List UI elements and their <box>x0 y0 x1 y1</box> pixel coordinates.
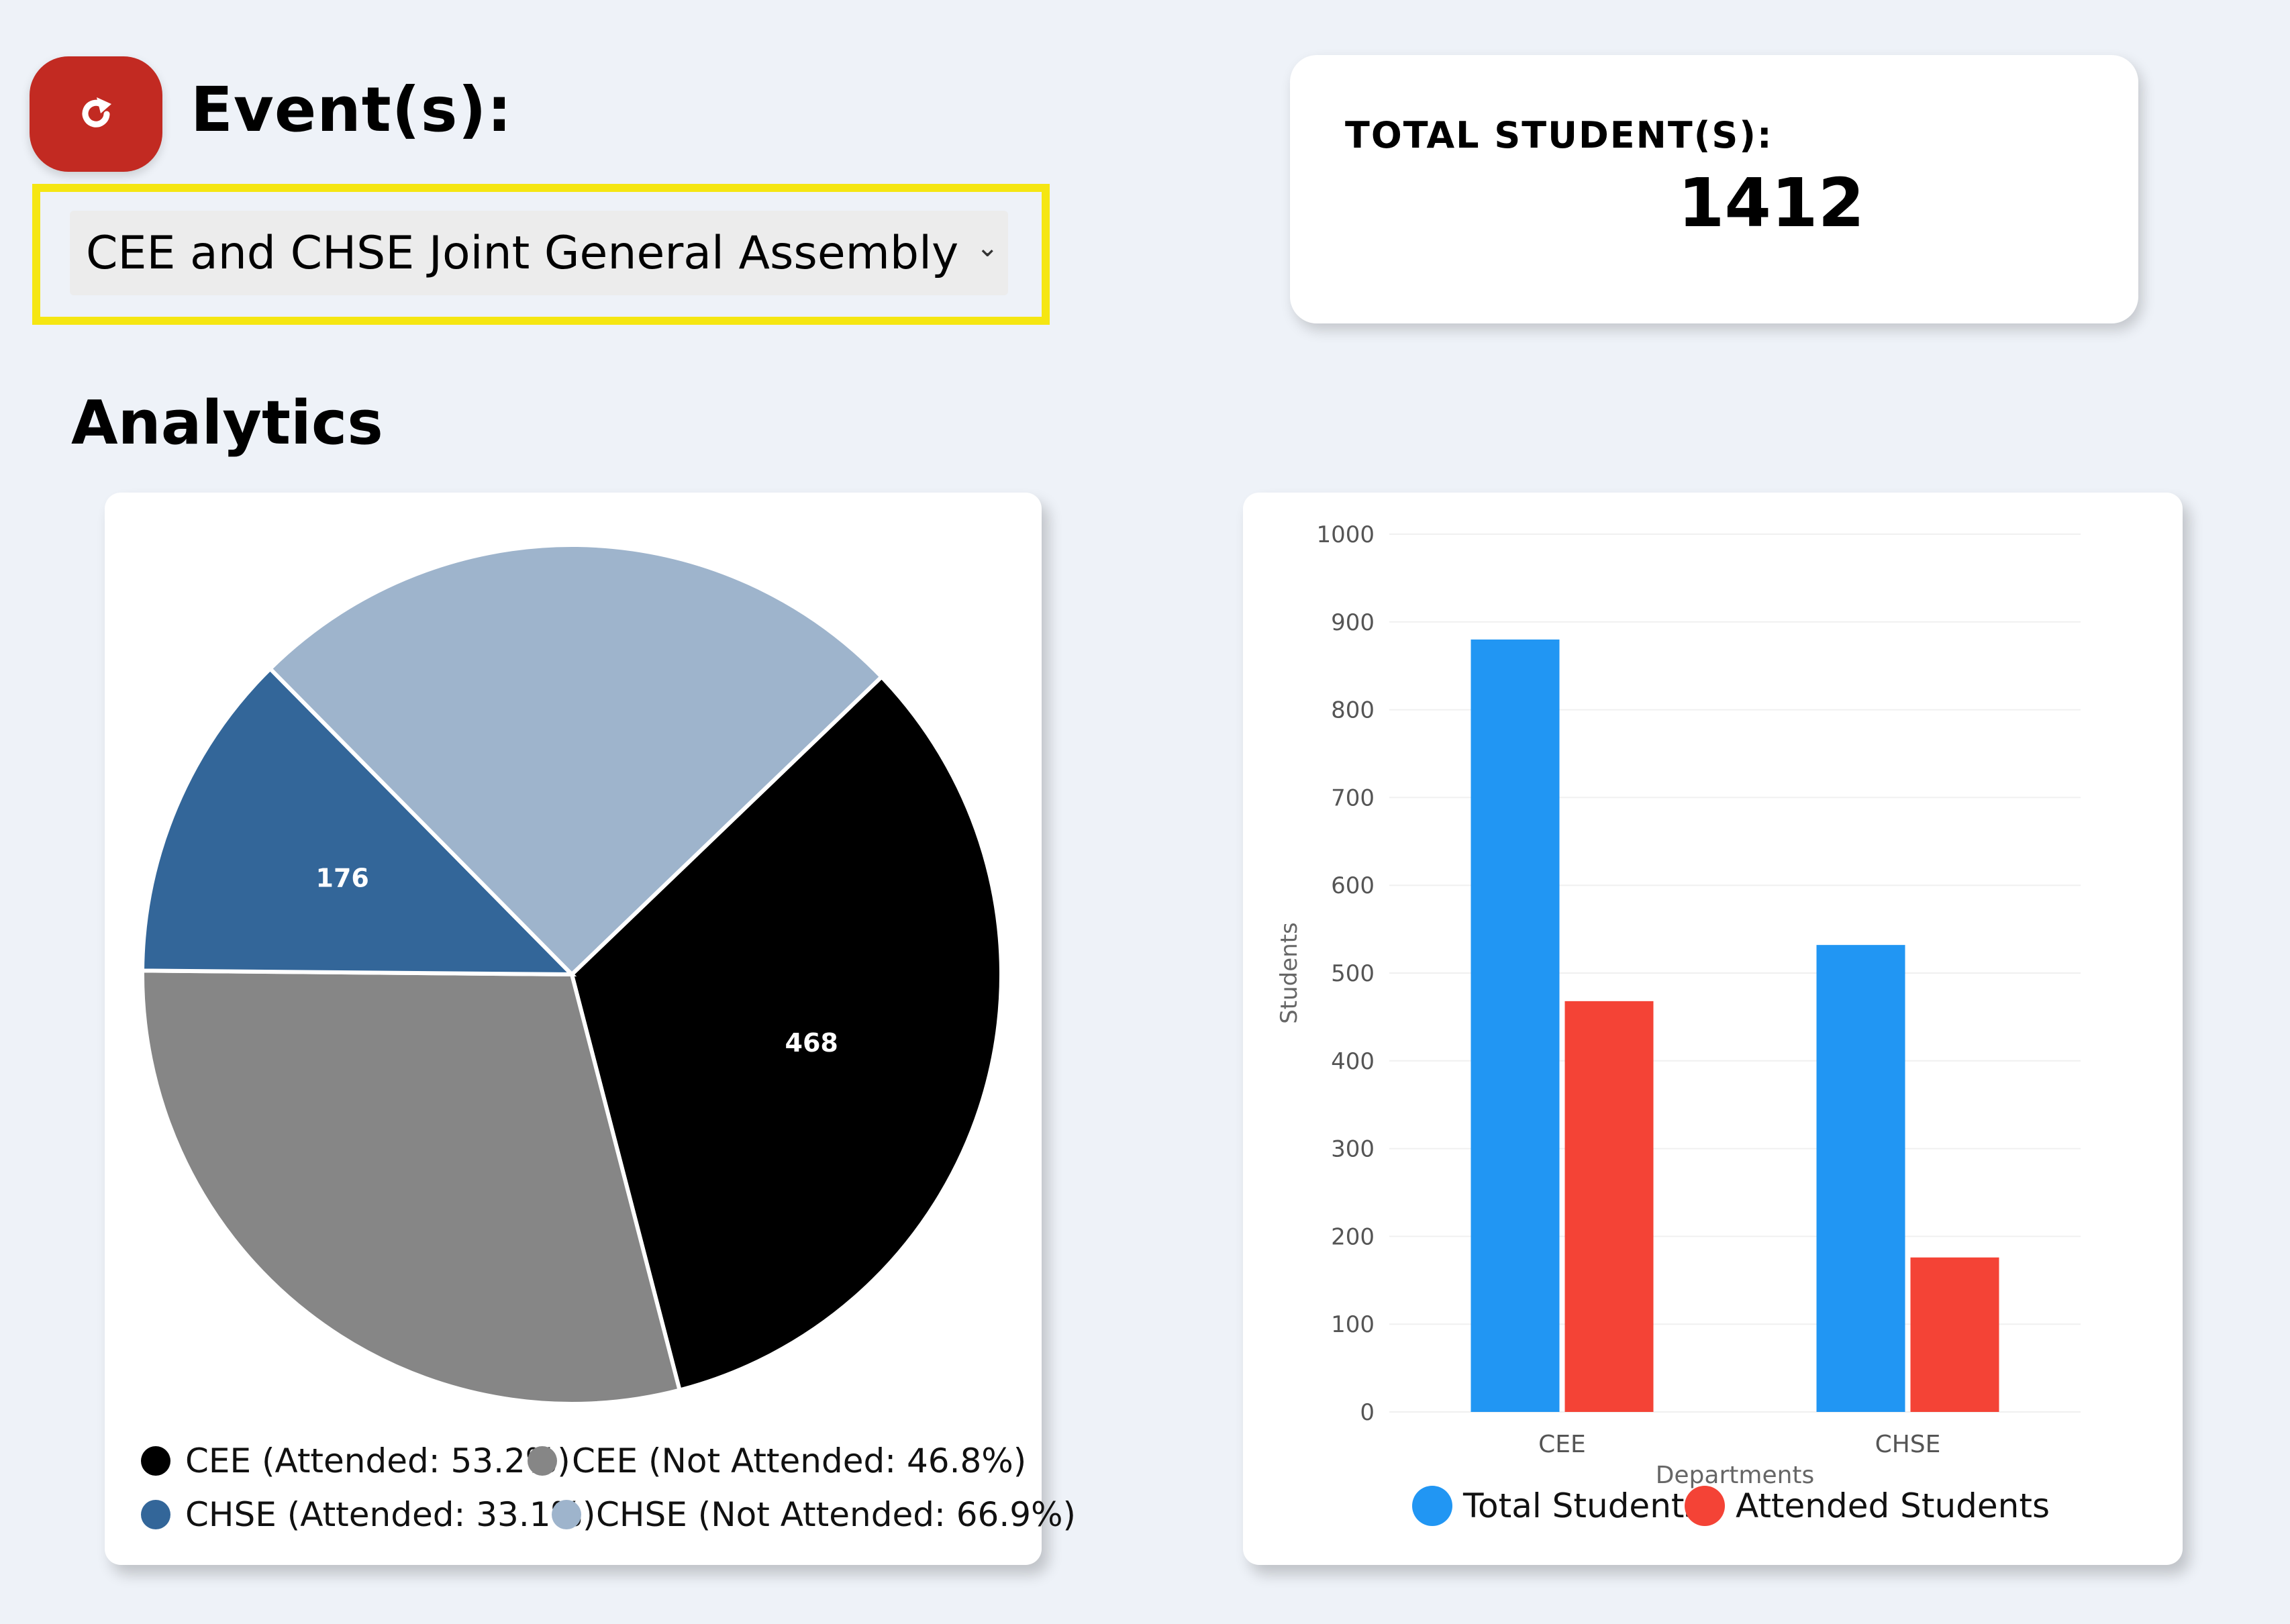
y-tick-label: 900 <box>1331 609 1375 636</box>
pie-slice[interactable] <box>569 674 1003 1393</box>
y-tick-label: 600 <box>1331 872 1375 899</box>
y-tick-label: 300 <box>1331 1136 1375 1163</box>
legend-label: CEE (Not Attended: 46.8%) <box>572 1441 1027 1480</box>
bar-chart: 0 100 200 300 400 500 600 700 800 900 1000 CEE CHSE D… <box>1276 521 2081 1489</box>
analytics-heading: Analytics <box>71 388 383 458</box>
pie-legend-item[interactable]: CHSE (Attended: 33.1%) <box>141 1495 596 1534</box>
bar-legend-item[interactable]: Total Students <box>1412 1486 1702 1526</box>
bar[interactable] <box>1816 945 1905 1412</box>
pie-legend-item[interactable]: CEE (Attended: 53.2%) <box>141 1441 570 1480</box>
legend-dot <box>552 1500 581 1529</box>
pie-slice[interactable] <box>267 543 885 978</box>
pie-slice[interactable] <box>140 666 577 977</box>
total-students-label: TOTAL STUDENT(S): <box>1345 114 1773 156</box>
y-tick-label: 0 <box>1360 1399 1375 1426</box>
pie-legend-item[interactable]: CHSE (Not Attended: 66.9%) <box>552 1495 1076 1534</box>
y-tick-label: 100 <box>1331 1311 1375 1338</box>
x-axis-title: Departments <box>1656 1462 1815 1489</box>
pie-data-label: 468 <box>785 1028 838 1058</box>
bar[interactable] <box>1910 1257 1999 1412</box>
pie-legend-item[interactable]: CEE (Not Attended: 46.8%) <box>528 1441 1026 1480</box>
total-students-value: 1412 <box>1677 164 1865 242</box>
y-tick-label: 700 <box>1331 784 1375 811</box>
legend-label: Attended Students <box>1736 1486 2050 1525</box>
bar[interactable] <box>1471 639 1560 1413</box>
y-tick-label: 200 <box>1331 1223 1375 1250</box>
legend-label: CHSE (Not Attended: 66.9%) <box>596 1495 1077 1534</box>
bar-chart-card: 0 100 200 300 400 500 600 700 800 900 1000 CEE CHSE D… <box>1243 493 2183 1565</box>
event-select-highlight <box>32 184 1050 325</box>
refresh-icon <box>82 97 111 128</box>
x-tick-label: CEE <box>1538 1431 1586 1458</box>
total-students-card: TOTAL STUDENT(S): 1412 <box>1290 55 2138 323</box>
legend-dot <box>1685 1486 1725 1526</box>
legend-label: CEE (Attended: 53.2%) <box>185 1441 570 1480</box>
y-tick-label: 1000 <box>1316 521 1375 548</box>
pie-chart: 468 176 <box>140 543 1003 1406</box>
y-tick-label: 400 <box>1331 1048 1375 1075</box>
events-label: Event(s): <box>191 74 513 146</box>
y-tick-label: 800 <box>1331 697 1375 724</box>
chevron-down-icon: ⌄ <box>976 232 999 263</box>
event-select-value: CEE and CHSE Joint General Assembly <box>86 226 959 280</box>
legend-dot <box>141 1500 170 1529</box>
legend-dot <box>1412 1486 1452 1526</box>
pie-chart-card: 468 176 CEE (Attended: 53.2%) CEE (Not At… <box>105 493 1076 1565</box>
pie-slice[interactable] <box>140 968 683 1406</box>
pie-data-label: 176 <box>316 863 369 893</box>
legend-label: CHSE (Attended: 33.1%) <box>185 1495 596 1534</box>
event-select[interactable]: CEE and CHSE Joint General Assembly ⌄ <box>70 211 1008 295</box>
legend-label: Total Students <box>1463 1486 1702 1525</box>
legend-dot <box>528 1446 557 1476</box>
x-tick-label: CHSE <box>1875 1431 1941 1458</box>
y-tick-label: 500 <box>1331 960 1375 987</box>
y-axis-title: Students <box>1276 922 1303 1024</box>
bar[interactable] <box>1564 1001 1654 1412</box>
refresh-button[interactable] <box>30 56 162 172</box>
legend-dot <box>141 1446 170 1476</box>
bar-legend-item[interactable]: Attended Students <box>1685 1486 2050 1526</box>
